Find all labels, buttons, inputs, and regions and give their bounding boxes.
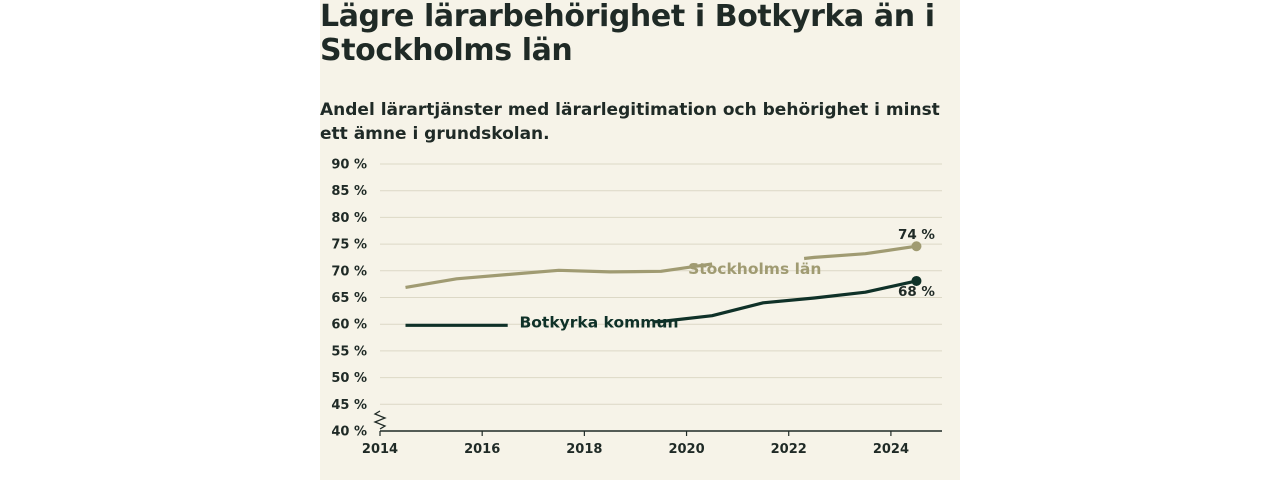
end-value-label-stockholm: 74 % [898, 227, 935, 243]
x-tick-label: 2024 [873, 442, 909, 457]
x-tick-label: 2022 [771, 442, 807, 457]
y-tick-label: 60 % [331, 318, 367, 333]
series-label-stockholm: Stockholms län [688, 260, 821, 278]
chart-panel: Lägre lärarbehörighet i Botkyrka än i St… [320, 0, 960, 480]
series-line-stockholm [405, 262, 713, 289]
y-tick-label: 75 % [331, 238, 367, 253]
series-label-botkyrka: Botkyrka kommun [519, 314, 678, 332]
y-tick-label: 80 % [331, 211, 367, 226]
y-tick-label: 50 % [331, 371, 367, 386]
line-chart: 40 % 45 % 50 % 55 % 60 % 65 % 70 % 75 % 80 % 85 %… [331, 158, 942, 457]
y-tick-label: 90 % [331, 158, 367, 173]
axis-break-icon [373, 410, 387, 430]
y-tick-label: 40 % [331, 425, 367, 440]
chart-subtitle: Andel lärartjänster med lärarlegitimatio… [320, 100, 940, 144]
series-line-stockholm [803, 244, 917, 261]
x-tick-label: 2018 [566, 442, 602, 457]
y-tick-label: 70 % [331, 264, 367, 279]
y-tick-label: 45 % [331, 398, 367, 413]
x-tick-label: 2014 [362, 442, 398, 457]
end-point-botkyrka [911, 275, 922, 286]
chart-title: Lägre lärarbehörighet i Botkyrka än i St… [320, 0, 935, 68]
series-line-botkyrka [653, 279, 917, 324]
y-tick-label: 85 % [331, 184, 367, 199]
x-tick-label: 2020 [668, 442, 704, 457]
y-tick-label: 65 % [331, 291, 367, 306]
end-value-label-botkyrka: 68 % [898, 284, 935, 300]
end-point-stockholm [911, 241, 922, 252]
y-tick-label: 55 % [331, 344, 367, 359]
x-tick-label: 2016 [464, 442, 500, 457]
